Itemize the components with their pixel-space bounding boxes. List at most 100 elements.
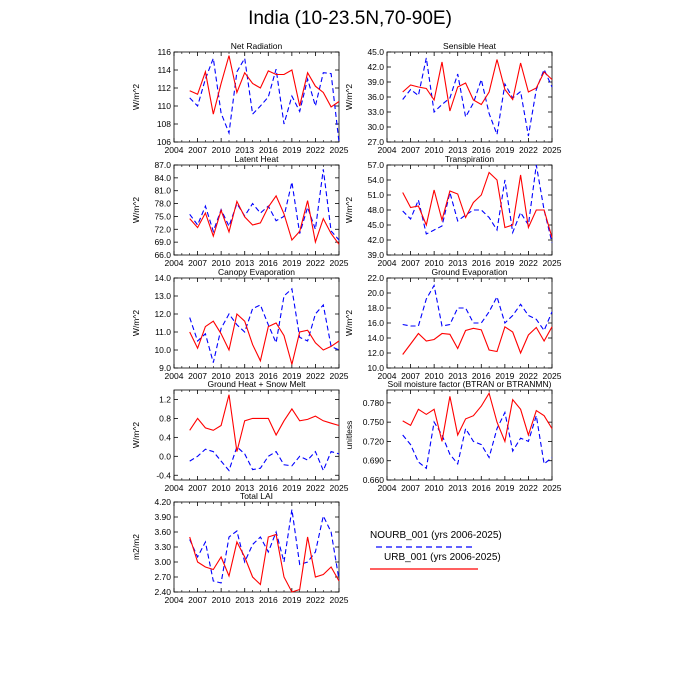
panel-6-xtick-label-6: 2022 xyxy=(519,371,538,381)
legend-entry-urb: URB_001 (yrs 2006-2025) xyxy=(384,552,501,563)
panel-2-ytick-label-5: 42.0 xyxy=(367,62,384,72)
panel-4-series-urb-line xyxy=(402,171,553,238)
panel-2-xtick-label-5: 2019 xyxy=(495,145,514,155)
panel-2-series-urb-line xyxy=(402,59,553,112)
panel-3-ytick-label-1: 69.0 xyxy=(154,237,171,247)
panel-2-ylabel: W/m^2 xyxy=(344,84,354,110)
panel-6-xtick-label-2: 2010 xyxy=(425,371,444,381)
panel-4-xtick-label-2: 2010 xyxy=(425,258,444,268)
panel-7-xtick-label-6: 2022 xyxy=(306,483,325,493)
panel-5-xtick-label-3: 2013 xyxy=(235,371,254,381)
panel-9-ytick-label-6: 4.20 xyxy=(154,497,171,507)
panel-5-xtick-label-0: 2004 xyxy=(165,371,184,381)
panel-8-ylabel: unitless xyxy=(344,421,354,450)
panel-1-xtick-label-5: 2019 xyxy=(282,145,301,155)
panel-3-xtick-label-1: 2007 xyxy=(188,258,207,268)
panel-6-xtick-label-7: 2025 xyxy=(543,371,562,381)
panel-5-xtick-label-6: 2022 xyxy=(306,371,325,381)
panel-8-series-urb-line xyxy=(402,391,553,444)
panel-5-xtick-label-2: 2010 xyxy=(212,371,231,381)
panel-6-series-nourb-line xyxy=(402,283,553,332)
legend-label-nourb: NOURB_001 (yrs 2006-2025) xyxy=(370,530,502,541)
panel-1-ytick-label-2: 110 xyxy=(157,101,171,111)
panel-9-ytick-label-1: 2.70 xyxy=(154,572,171,582)
panel-4-title: Transpiration xyxy=(445,154,495,164)
panel-9-ytick-label-4: 3.60 xyxy=(154,527,171,537)
panel-4-series-nourb-line xyxy=(402,164,553,243)
panel-4-ytick-label-6: 57.0 xyxy=(367,160,384,170)
panel-4-ytick-label-0: 39.0 xyxy=(367,250,384,260)
panel-3-frame xyxy=(173,164,340,256)
legend-swatch-nourb xyxy=(376,546,476,548)
panel-2-xtick-label-7: 2025 xyxy=(543,145,562,155)
panel-1-xtick-label-3: 2013 xyxy=(235,145,254,155)
panel-1-xtick-label-1: 2007 xyxy=(188,145,207,155)
panel-9-ytick-label-3: 3.30 xyxy=(154,542,171,552)
panel-9-xtick-label-2: 2010 xyxy=(212,595,231,605)
panel-9-xtick-label-3: 2013 xyxy=(235,595,254,605)
panel-6-xtick-label-0: 2004 xyxy=(378,371,397,381)
panel-6-series-urb-line xyxy=(402,325,553,355)
panel-6-xtick-label-1: 2007 xyxy=(401,371,420,381)
panel-3-xtick-label-2: 2010 xyxy=(212,258,231,268)
panel-3-xtick-label-4: 2016 xyxy=(259,258,278,268)
panel-3-ytick-label-7: 87.0 xyxy=(154,160,171,170)
panel-2-ytick-label-1: 30.0 xyxy=(367,122,384,132)
panel-2-xtick-label-2: 2010 xyxy=(425,145,444,155)
panel-1-ytick-label-3: 112 xyxy=(157,83,171,93)
panel-5-xtick-label-1: 2007 xyxy=(188,371,207,381)
panel-6-ytick-label-2: 14.0 xyxy=(367,333,384,343)
panel-7-series-nourb-line xyxy=(189,445,340,472)
panel-9-series-nourb-line xyxy=(189,509,340,584)
panel-3-ytick-label-4: 78.0 xyxy=(154,199,171,209)
panel-3-xtick-label-6: 2022 xyxy=(306,258,325,268)
panel-7-xtick-label-3: 2013 xyxy=(235,483,254,493)
panel-2-ytick-label-0: 27.0 xyxy=(367,137,384,147)
panel-6-ytick-label-5: 20.0 xyxy=(367,288,384,298)
panel-3-title: Latent Heat xyxy=(235,154,280,164)
panel-1-title: Net Radiation xyxy=(231,41,283,51)
panel-7-xtick-label-7: 2025 xyxy=(330,483,349,493)
panel-6-ylabel: W/m^2 xyxy=(344,310,354,336)
panel-8-xtick-label-2: 2010 xyxy=(425,483,444,493)
panel-1-xtick-label-0: 2004 xyxy=(165,145,184,155)
panel-1-xtick-label-6: 2022 xyxy=(306,145,325,155)
panel-7-xtick-label-2: 2010 xyxy=(212,483,231,493)
panel-2-xtick-label-4: 2016 xyxy=(472,145,491,155)
panel-1-series-urb-line xyxy=(189,55,340,115)
panel-6-xtick-label-4: 2016 xyxy=(472,371,491,381)
panel-2-xtick-label-6: 2022 xyxy=(519,145,538,155)
panel-5-series-nourb-line xyxy=(189,287,340,363)
panel-5-ytick-label-3: 12.0 xyxy=(154,309,171,319)
panel-5-xtick-label-4: 2016 xyxy=(259,371,278,381)
panel-9-frame xyxy=(173,501,340,593)
panel-7-xtick-label-5: 2019 xyxy=(282,483,301,493)
panel-3-series-urb-line xyxy=(189,194,340,245)
panel-4-xtick-label-7: 2025 xyxy=(543,258,562,268)
panel-2-ytick-label-6: 45.0 xyxy=(367,47,384,57)
panel-6-ytick-label-0: 10.0 xyxy=(367,363,384,373)
panel-7-ytick-label-4: 1.2 xyxy=(159,394,171,404)
panel-3-xtick-label-7: 2025 xyxy=(330,258,349,268)
panel-6-ytick-label-1: 12.0 xyxy=(367,348,384,358)
panel-3-xtick-label-3: 2013 xyxy=(235,258,254,268)
panel-6-ytick-label-4: 18.0 xyxy=(367,303,384,313)
panel-4-ytick-label-3: 48.0 xyxy=(367,205,384,215)
panel-9-ylabel: m2/m2 xyxy=(131,534,141,560)
panel-5-series-urb-line xyxy=(189,312,340,365)
panel-4-ylabel: W/m^2 xyxy=(344,197,354,223)
panel-2-ytick-label-4: 39.0 xyxy=(367,77,384,87)
legend-entry-nourb: NOURB_001 (yrs 2006-2025) xyxy=(370,530,502,541)
panel-6-xtick-label-3: 2013 xyxy=(448,371,467,381)
panel-4-xtick-label-1: 2007 xyxy=(401,258,420,268)
panel-3-ytick-label-0: 66.0 xyxy=(154,250,171,260)
panel-8-ytick-label-3: 0.750 xyxy=(363,417,385,427)
figure-title: India (10-23.5N,70-90E) xyxy=(248,8,452,29)
panel-7-title: Ground Heat + Snow Melt xyxy=(207,379,306,389)
panel-1-ytick-label-1: 108 xyxy=(157,119,171,129)
panel-5-frame xyxy=(173,277,340,369)
panel-4-xtick-label-3: 2013 xyxy=(448,258,467,268)
panel-7-xtick-label-1: 2007 xyxy=(188,483,207,493)
panel-5-title: Canopy Evaporation xyxy=(218,267,295,277)
panel-7-frame xyxy=(173,389,340,481)
